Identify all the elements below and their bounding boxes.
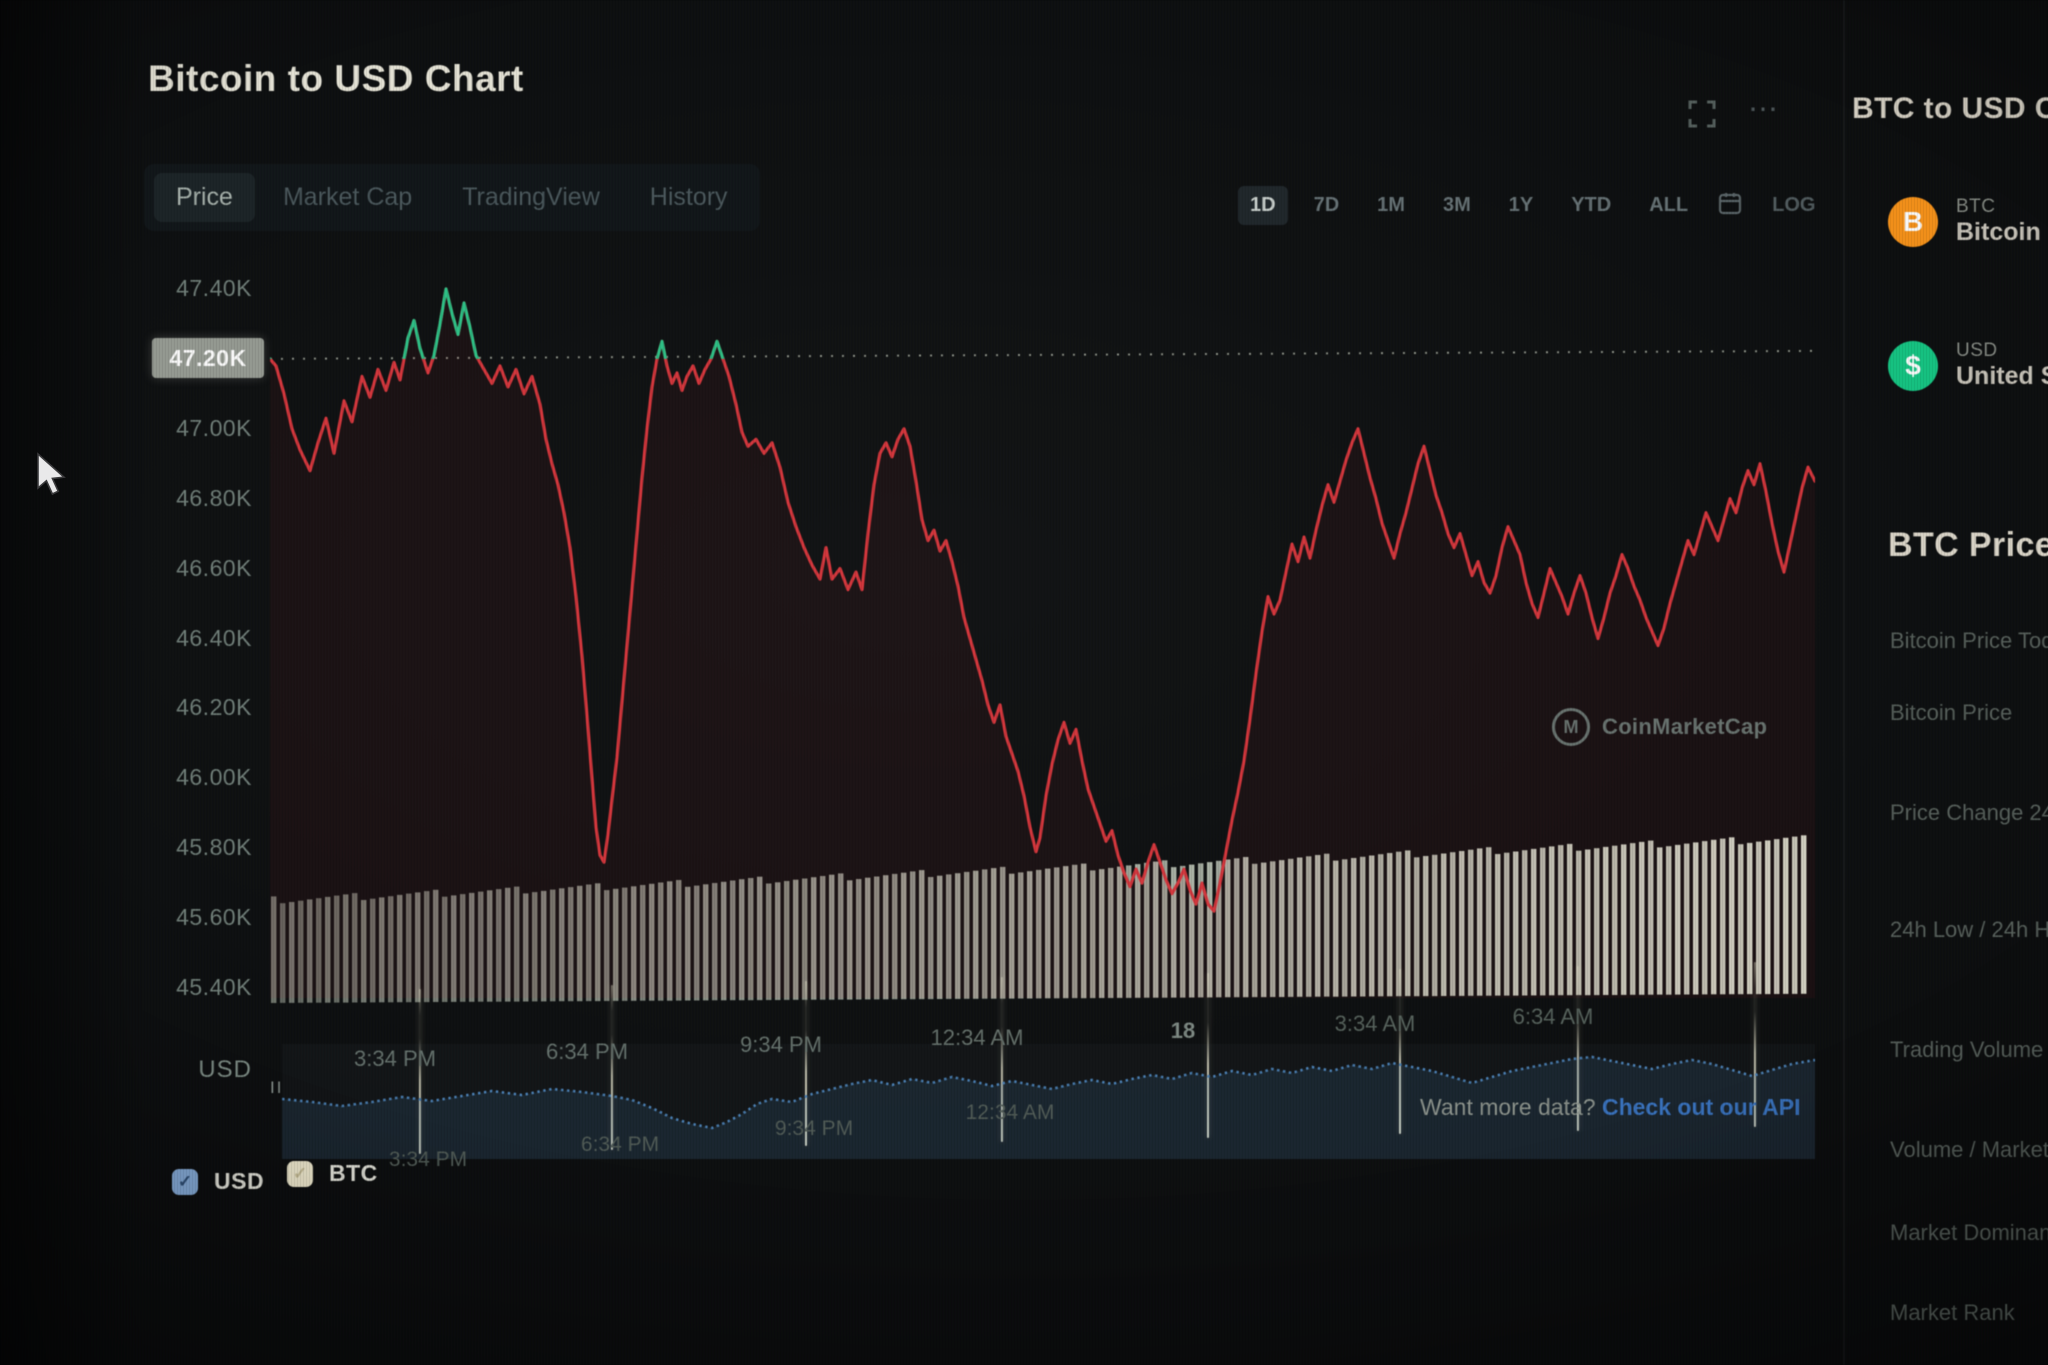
api-note-text: Want more data? [1420, 1094, 1596, 1120]
y-axis-label: 46.80K [176, 484, 252, 511]
brush-axis-label: 12:34 AM [965, 1101, 1055, 1125]
y-axis-label: 46.40K [176, 624, 252, 651]
stat-row: Price Change 24h [1890, 800, 2048, 825]
tab-tradingview[interactable]: TradingView [462, 183, 600, 211]
stats-heading: BTC Price Statistics [1888, 526, 2048, 564]
y-axis-label: 47.40K [176, 275, 252, 301]
legend-item-usd[interactable]: ✓ USD [172, 1168, 264, 1195]
chart-tab-bar: Price Market Cap TradingView History [144, 164, 760, 231]
more-options-icon[interactable]: ⋯ [1748, 93, 1778, 126]
usd-legend-checkbox[interactable]: ✓ [172, 1168, 198, 1195]
coinmarketcap-logo-icon: M [1552, 708, 1590, 746]
tab-history[interactable]: History [649, 183, 728, 211]
y-axis-label: 45.40K [176, 974, 252, 1000]
usd-icon: $ [1888, 340, 1938, 391]
legend-item-btc[interactable]: ✓ BTC [287, 1160, 378, 1187]
current-price-pill: 47.20K [152, 338, 264, 378]
brush-axis-label: 6:34 PM [580, 1132, 660, 1156]
converter-heading: BTC to USD Converter [1852, 92, 2048, 125]
mouse-cursor [37, 452, 66, 496]
panel-divider [1843, 0, 1845, 1365]
x-axis-label: 18 [1170, 1017, 1196, 1043]
stat-row: Bitcoin Price [1890, 700, 2013, 725]
y-axis-label: 46.60K [176, 554, 252, 581]
coin-symbol: USD [1956, 340, 1998, 361]
api-note: Want more data? Check out our API [1420, 1094, 1800, 1121]
converter-row-btc[interactable]: B BTC Bitcoin [1888, 196, 2041, 247]
brush-axis-label: 9:34 PM [774, 1117, 854, 1141]
tab-market-cap[interactable]: Market Cap [282, 183, 413, 211]
range-1y[interactable]: 1Y [1508, 194, 1534, 216]
btc-legend-checkbox[interactable]: ✓ [287, 1160, 313, 1187]
bitcoin-icon: B [1888, 196, 1938, 247]
range-selector: 1D 7D 1M 3M 1Y YTD ALL LOG [1238, 186, 1827, 225]
y-axis-label: 45.60K [176, 904, 252, 931]
btc-legend-label: BTC [329, 1160, 378, 1186]
range-buttons: 1D 7D 1M 3M 1Y YTD ALL [1238, 186, 1700, 225]
range-ytd[interactable]: YTD [1571, 194, 1612, 216]
y-axis-label: 46.00K [176, 764, 252, 791]
stat-row: Trading Volume 24h [1890, 1037, 2048, 1062]
range-1d[interactable]: 1D [1238, 186, 1288, 225]
open-price-dotted-line [270, 349, 1815, 360]
fullscreen-icon[interactable] [1688, 100, 1716, 133]
stat-row: Bitcoin Price Today [1890, 628, 2048, 653]
range-3m[interactable]: 3M [1442, 194, 1471, 216]
calendar-icon[interactable] [1718, 191, 1742, 220]
stat-row: Market Rank [1890, 1300, 2015, 1325]
range-all[interactable]: ALL [1649, 194, 1689, 216]
range-7d[interactable]: 7D [1313, 194, 1340, 216]
y-axis-unit-label: USD [198, 1056, 252, 1083]
stat-row: Volume / Market Cap [1890, 1137, 2048, 1162]
coinmarketcap-watermark: M CoinMarketCap [1552, 708, 1767, 746]
coin-symbol: BTC [1956, 196, 1996, 217]
brush-left-handle[interactable]: II [270, 1078, 284, 1097]
stat-row: 24h Low / 24h High [1890, 917, 2048, 942]
tab-price[interactable]: Price [154, 173, 255, 222]
price-chart[interactable] [270, 250, 1815, 1010]
coin-name: United States Dollar [1956, 362, 2048, 390]
price-area-fill [270, 289, 1815, 998]
brush-axis-label: 3:34 PM [388, 1148, 468, 1171]
x-axis-label: 3:34 AM [1334, 1010, 1416, 1036]
y-axis-label: 47.00K [176, 414, 252, 441]
api-link[interactable]: Check out our API [1601, 1094, 1801, 1120]
watermark-text: CoinMarketCap [1602, 714, 1768, 739]
page-title: Bitcoin to USD Chart [148, 58, 524, 99]
converter-row-usd[interactable]: $ USD United States Dollar [1888, 340, 2048, 391]
stat-row: Market Dominance [1890, 1220, 2048, 1245]
x-axis-label: 6:34 AM [1512, 1004, 1594, 1030]
range-1m[interactable]: 1M [1377, 194, 1405, 216]
log-scale-toggle[interactable]: LOG [1772, 194, 1816, 216]
y-axis-label: 46.20K [176, 694, 252, 721]
y-axis-label: 45.80K [176, 834, 252, 861]
usd-legend-label: USD [214, 1168, 265, 1194]
coin-name: Bitcoin [1956, 218, 2041, 246]
